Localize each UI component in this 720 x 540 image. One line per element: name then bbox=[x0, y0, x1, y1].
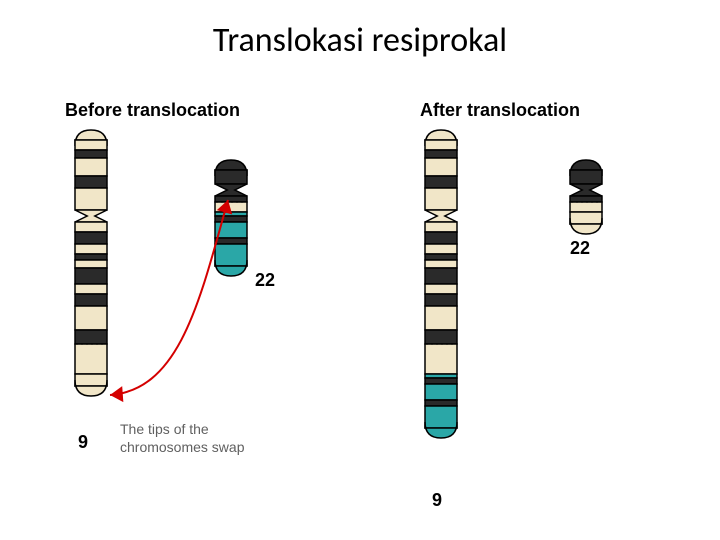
chr9-after-label: 9 bbox=[432, 490, 442, 511]
swap-caption: The tips of the chromosomes swap bbox=[120, 420, 245, 456]
chr22-before-label: 22 bbox=[255, 270, 275, 291]
chr9-before-label: 9 bbox=[78, 432, 88, 453]
chr22-after-label: 22 bbox=[570, 238, 590, 259]
chromosome-diagram bbox=[0, 0, 720, 540]
